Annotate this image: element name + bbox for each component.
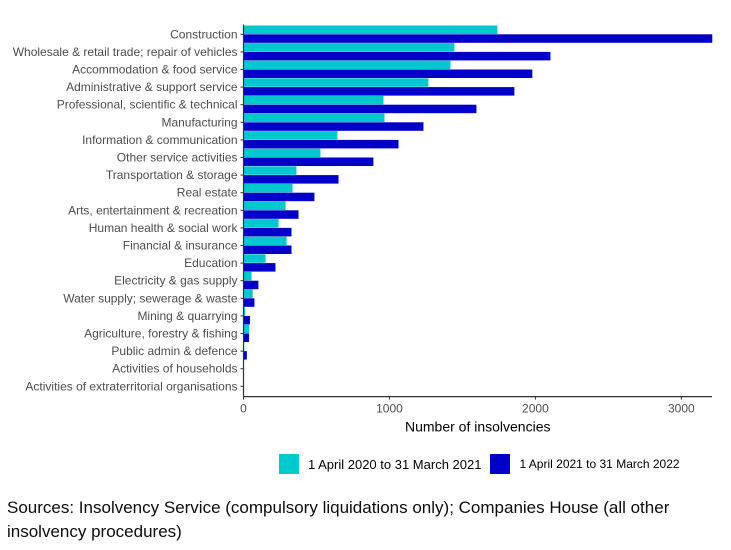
category-label-public-admin-defence: Public admin & defence (111, 344, 237, 358)
bar-professional-scientific-technical-series-1 (243, 95, 384, 105)
legend-label-2021-22: 1 April 2021 to 31 March 2022 (519, 457, 680, 471)
bar-manufacturing-series-2 (243, 122, 424, 131)
bar-construction-series-1 (243, 25, 498, 34)
bar-financial-insurance-series-1 (243, 236, 287, 246)
bar-transportation-storage-series-1 (243, 166, 297, 175)
bar-arts-entertainment-recreation-series-1 (243, 201, 286, 210)
bar-water-supply-sewerage-waste-series-1 (243, 289, 253, 298)
legend-item-2020-21: 1 April 2020 to 31 March 2021 (279, 454, 481, 474)
bar-real-estate-series-2 (243, 192, 315, 202)
category-label-accommodation-food-service: Accommodation & food service (72, 63, 238, 77)
category-label-human-health-social-work: Human health & social work (89, 221, 239, 235)
category-label-education: Education (184, 256, 237, 270)
x-tick-label-2000: 2000 (522, 402, 549, 416)
bar-education-series-2 (243, 263, 276, 272)
category-label-administrative-support-service: Administrative & support service (66, 80, 238, 94)
legend-swatch-2021-22 (490, 454, 511, 474)
category-label-electricity-gas-supply: Electricity & gas supply (114, 274, 237, 288)
category-label-other-service-activities: Other service activities (117, 151, 238, 165)
bar-construction-series-2 (243, 34, 713, 43)
bar-other-service-activities-series-2 (243, 157, 374, 166)
bar-human-health-social-work-series-1 (243, 219, 279, 228)
x-tick-label-1000: 1000 (376, 402, 403, 416)
bar-arts-entertainment-recreation-series-2 (243, 210, 299, 219)
bar-wholesale-retail-trade-repair-of-vehicles-series-1 (243, 43, 455, 52)
bar-administrative-support-service-series-2 (243, 87, 515, 96)
bar-public-admin-defence-series-2 (243, 351, 247, 360)
x-ticks: 0 1000 2000 3000 (240, 396, 695, 416)
bar-water-supply-sewerage-waste-series-2 (243, 298, 255, 307)
category-label-real-estate: Real estate (177, 186, 238, 200)
bars-group (243, 25, 713, 378)
bar-mining-quarrying-series-1 (243, 307, 245, 316)
category-label-professional-scientific-technical: Professional, scientific & technical (57, 98, 238, 112)
bar-information-communication-series-1 (243, 131, 338, 140)
category-label-information-communication: Information & communication (82, 133, 237, 147)
source-note: Sources: Insolvency Service (compulsory … (7, 498, 670, 541)
category-label-arts-entertainment-recreation: Arts, entertainment & recreation (68, 203, 237, 217)
bar-manufacturing-series-1 (243, 113, 385, 122)
bar-human-health-social-work-series-2 (243, 227, 292, 237)
bar-wholesale-retail-trade-repair-of-vehicles-series-2 (243, 51, 551, 61)
legend: 1 April 2020 to 31 March 2021 1 April 20… (279, 454, 689, 474)
bar-chart: Construction Wholesale & retail trade; re… (13, 24, 713, 435)
legend-swatch-2020-21 (279, 454, 299, 474)
bar-accommodation-food-service-series-1 (243, 60, 451, 70)
bar-mining-quarrying-series-2 (243, 315, 251, 325)
x-axis-title: Number of insolvencies (405, 419, 551, 435)
bar-electricity-gas-supply-series-1 (243, 271, 252, 281)
category-label-activities-of-households: Activities of households (112, 362, 237, 376)
category-label-transportation-storage: Transportation & storage (106, 168, 238, 182)
x-tick-label-3000: 3000 (668, 402, 695, 416)
bar-agriculture-forestry-fishing-series-2 (243, 333, 250, 342)
category-label-agriculture-forestry-fishing: Agriculture, forestry & fishing (84, 327, 237, 341)
bar-professional-scientific-technical-series-2 (243, 104, 477, 114)
legend-item-2021-22: 1 April 2021 to 31 March 2022 (490, 454, 680, 474)
x-tick-label-0: 0 (240, 402, 247, 416)
bar-other-service-activities-series-1 (243, 148, 321, 158)
category-label-manufacturing: Manufacturing (161, 115, 237, 129)
bar-accommodation-food-service-series-2 (243, 69, 533, 78)
category-labels: Construction Wholesale & retail trade; re… (13, 27, 244, 393)
bar-education-series-1 (243, 254, 266, 263)
category-label-construction: Construction (170, 27, 237, 41)
bar-financial-insurance-series-2 (243, 245, 292, 254)
category-label-mining-quarrying: Mining & quarrying (137, 309, 237, 323)
bar-real-estate-series-1 (243, 183, 293, 193)
bar-electricity-gas-supply-series-2 (243, 280, 259, 290)
bar-transportation-storage-series-2 (243, 175, 339, 184)
bar-agriculture-forestry-fishing-series-1 (243, 324, 250, 334)
legend-label-2020-21: 1 April 2020 to 31 March 2021 (308, 456, 482, 472)
category-label-activities-of-extraterritorial-organisations: Activities of extraterritorial organisat… (25, 379, 237, 393)
category-label-water-supply-sewerage-waste: Water supply; sewerage & waste (63, 291, 238, 305)
bar-information-communication-series-2 (243, 139, 399, 149)
bar-administrative-support-service-series-1 (243, 78, 429, 87)
category-label-financial-insurance: Financial & insurance (123, 239, 238, 253)
category-label-wholesale-retail-trade-repair-of-vehicles: Wholesale & retail trade; repair of vehi… (13, 45, 238, 59)
